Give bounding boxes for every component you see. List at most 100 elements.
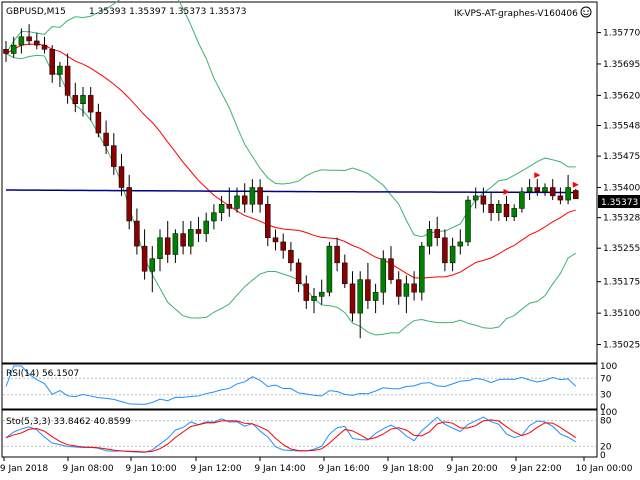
bear-candle [3, 49, 9, 54]
bull-candle [18, 36, 25, 46]
rsi-lines: 100 70 30 0 [3, 362, 617, 413]
bear-candle [72, 95, 79, 104]
slow-ma-line [5, 189, 576, 194]
stoch-label: Sto(5,3,3) 33.8462 40.8599 [6, 417, 131, 427]
bear-candle [303, 283, 310, 301]
bear-candle [442, 237, 448, 264]
upper-band-line [5, 0, 576, 238]
bull-candle [496, 204, 502, 213]
bear-candle [549, 187, 556, 197]
bull-candle [10, 44, 17, 54]
bear-candle [226, 204, 233, 209]
bear-candle [26, 36, 32, 42]
current-price-label: 1.35373 [601, 198, 638, 208]
bear-candle [118, 166, 125, 188]
bull-candle [526, 187, 533, 192]
bear-candle [388, 258, 394, 280]
candles [3, 24, 579, 339]
stoch-level-label: 100 [600, 408, 617, 418]
bull-candle [511, 208, 517, 218]
bull-candle [357, 279, 363, 314]
bear-candle [64, 65, 71, 96]
bear-candle [41, 44, 48, 50]
time-scale: 9 Jan 2018 9 Jan 08:00 9 Jan 10:00 9 Jan 12… [0, 457, 633, 474]
bear-candle [342, 262, 348, 285]
bull-candle [318, 291, 325, 297]
bull-candle [203, 220, 209, 234]
bear-candle [288, 250, 294, 264]
rsi-level-label: 30 [600, 391, 612, 401]
bear-candle [411, 283, 417, 293]
bear-candle [265, 204, 271, 238]
bull-candle [419, 245, 425, 293]
bull-candle [172, 233, 179, 255]
time-label: 9 Jan 16:00 [318, 464, 370, 474]
bear-candle [126, 187, 132, 222]
bull-candle [311, 296, 317, 301]
price-label: 1.35328 [603, 214, 640, 224]
time-label: 9 Jan 12:00 [190, 464, 242, 474]
rsi-line [5, 365, 577, 405]
price-label: 1.35100 [603, 309, 640, 319]
fast-ma-line [5, 43, 576, 279]
bear-candle [573, 190, 579, 200]
bull-candle [57, 65, 63, 75]
bull-candle [149, 258, 156, 272]
lower-band-line [5, 53, 577, 336]
rsi-level-label: 70 [600, 374, 612, 384]
bull-candle [157, 237, 163, 259]
bull-candle [449, 245, 456, 264]
bull-candle [465, 199, 471, 243]
time-label: 9 Jan 14:00 [254, 464, 306, 474]
bear-candle [557, 195, 564, 201]
bear-candle [434, 229, 440, 238]
bear-candle [164, 237, 171, 255]
bear-candle [503, 204, 510, 218]
bear-candle [180, 233, 186, 247]
price-label: 1.35695 [603, 60, 640, 70]
bear-candle [141, 245, 148, 272]
bear-candle [34, 40, 40, 46]
sell-arrow-icon [503, 188, 510, 195]
bull-candle [380, 258, 387, 293]
price-label: 1.35620 [603, 91, 640, 101]
bull-candle [249, 187, 256, 205]
time-label: 9 Jan 20:00 [446, 464, 498, 474]
time-label: 9 Jan 2018 [0, 464, 48, 474]
bear-candle [480, 195, 487, 205]
price-label: 1.35770 [603, 29, 640, 39]
time-label: 9 Jan 22:00 [510, 464, 562, 474]
price-label: 1.35475 [603, 152, 640, 162]
price-label: 1.35548 [603, 122, 640, 132]
sell-arrow-icon [534, 172, 541, 179]
bull-candle [457, 241, 464, 247]
bear-candle [134, 220, 140, 247]
bear-candle [334, 245, 340, 264]
trade-arrows [503, 172, 579, 195]
indicator-name: IK-VPS-AT-graphes-V160406 [454, 9, 578, 19]
time-label: 9 Jan 18:00 [382, 464, 434, 474]
bull-candle [326, 245, 333, 293]
bear-candle [49, 49, 55, 75]
stoch-level-label: 20 [600, 442, 612, 452]
bear-candle [195, 229, 202, 234]
bull-candle [234, 195, 240, 209]
bull-candle [472, 195, 479, 201]
sell-arrow-icon [572, 181, 579, 188]
bollinger-bands [5, 0, 577, 336]
symbol-timeframe: GBPUSD,M15 [6, 7, 66, 17]
stoch-signal-line [5, 419, 577, 453]
bull-candle [565, 187, 571, 201]
bear-candle [87, 95, 94, 113]
bull-candle [80, 95, 86, 104]
rsi-level-label: 100 [600, 362, 617, 372]
ohlc-values: 1.35393 1.35397 1.35373 1.35373 [89, 7, 246, 17]
time-label: 9 Jan 08:00 [62, 464, 114, 474]
bull-candle [519, 191, 525, 209]
bull-candle [211, 212, 217, 222]
bear-candle [280, 241, 286, 251]
bear-candle [272, 237, 279, 243]
